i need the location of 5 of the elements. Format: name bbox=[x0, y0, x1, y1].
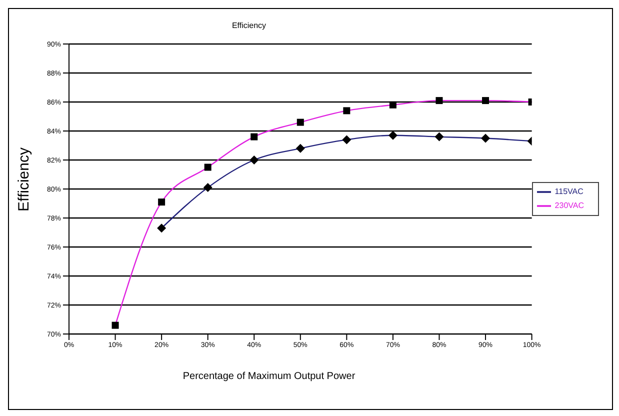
chart-title: Efficiency bbox=[230, 21, 268, 30]
legend-label: 115VAC bbox=[554, 187, 584, 196]
y-axis-title: Efficiency bbox=[16, 147, 33, 211]
legend-label: 230VAC bbox=[554, 201, 584, 210]
x-axis-title: Percentage of Maximum Output Power bbox=[182, 371, 356, 382]
